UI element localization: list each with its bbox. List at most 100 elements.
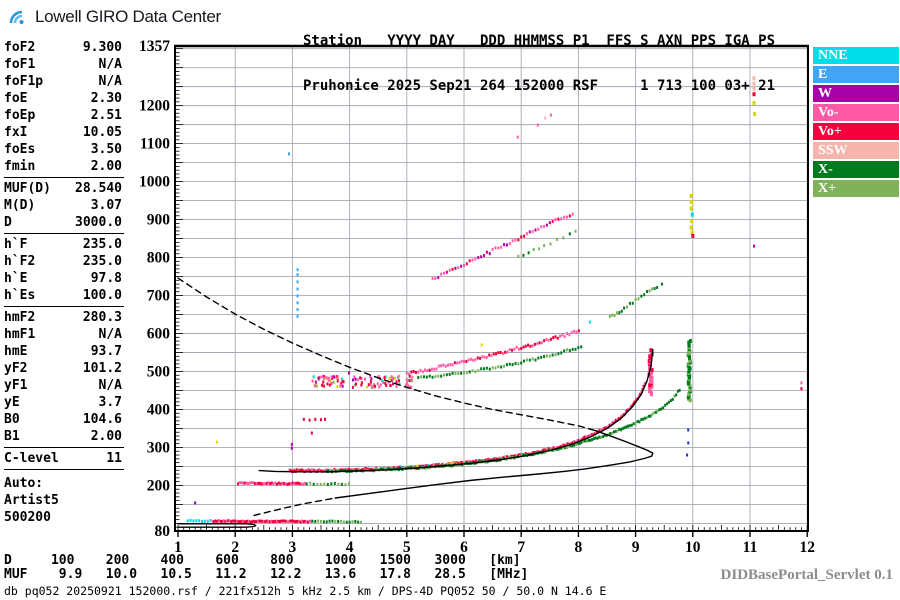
giro-logo: Lowell GIRO Data Center: [8, 5, 221, 29]
parameter-row: fmin 2.00: [4, 158, 122, 175]
legend-item-w: W: [813, 85, 899, 102]
station-header: Station YYYY DAY DDD HHMMSS P1 FFS S AXN…: [303, 4, 775, 109]
legend-item-ssw: SSW: [813, 142, 899, 159]
legend-item-vo-: Vo-: [813, 104, 899, 121]
parameter-label: h`F: [4, 237, 28, 252]
parameter-value: 93.7: [90, 344, 122, 359]
parameter-label: yE: [4, 395, 20, 410]
valley-dashed: [253, 497, 336, 517]
y-tick-label: 500: [147, 363, 171, 380]
x-tick-label: 9: [632, 539, 640, 556]
parameter-value: 3.7: [98, 395, 122, 410]
parameter-group: hmF2 280.3 hmF1 N/A hmE 93.7 yF2 101.2 yF1 N/A yE 3…: [4, 306, 124, 447]
parameter-row: fxI 10.05: [4, 124, 122, 141]
parameter-value: N/A: [98, 57, 122, 72]
x-tick-label: 8: [575, 539, 583, 556]
x-tick-label: 4: [346, 539, 354, 556]
topside-profile-dashed: [177, 277, 597, 432]
legend-item-vo+: Vo+: [813, 123, 899, 140]
parameter-label: M(D): [4, 198, 36, 213]
e-baseline: [177, 523, 257, 528]
parameter-row: h`F2 235.0: [4, 253, 122, 270]
x-tick-label: 7: [517, 539, 525, 556]
parameter-row: h`E 97.8: [4, 270, 122, 287]
parameter-value: 9.300: [82, 40, 122, 55]
muf-row: MUF 9.9 10.0 10.5 11.2 12.2 13.6 17.8 28…: [4, 567, 529, 582]
x-tick-label: 2: [231, 539, 239, 556]
autoscaling-line: Artist5: [4, 493, 59, 508]
parameter-label: fmin: [4, 159, 36, 174]
parameter-label: foE: [4, 91, 28, 106]
parameter-value: 235.0: [82, 237, 122, 252]
giro-wave-icon: [9, 10, 24, 24]
legend-item-x+: X+: [813, 180, 899, 197]
parameter-row: yF1 N/A: [4, 377, 122, 394]
parameter-value: 97.8: [90, 271, 122, 286]
parameter-label: C-level: [4, 451, 59, 466]
parameter-row: foF1p N/A: [4, 73, 122, 90]
parameter-row: foE 2.30: [4, 90, 122, 107]
parameter-label: foF1: [4, 57, 36, 72]
station-header-line1: Station YYYY DAY DDD HHMMSS P1 FFS S AXN…: [303, 33, 776, 49]
y-tick-label: 800: [147, 250, 171, 267]
parameter-value: N/A: [98, 74, 122, 89]
station-header-line2: Pruhonice 2025 Sep21 264 152000 RSF 1 71…: [303, 78, 776, 94]
measurement-info-line: db pq052 20250921 152000.rsf / 221fx512h…: [4, 584, 607, 598]
parameter-row: foF1 N/A: [4, 56, 122, 73]
y-tick-label: 200: [147, 477, 171, 494]
parameter-row: B0 104.6: [4, 411, 122, 428]
distance-row: D 100 200 400 600 800 1000 1500 3000 [km…: [4, 553, 521, 568]
parameter-row: hmE 93.7: [4, 343, 122, 360]
parameter-value: 3.50: [90, 142, 122, 157]
parameter-value: 100.0: [82, 288, 122, 303]
parameter-row: hmF2 280.3: [4, 309, 122, 326]
y-tick-label: 900: [147, 212, 171, 229]
parameter-group: foF2 9.300 foF1 N/A foF1p N/A foE 2.30 foEp 2.51 f…: [4, 37, 124, 177]
parameter-label: foEp: [4, 108, 36, 123]
parameter-label: D: [4, 215, 12, 230]
o-trace-fit: [258, 348, 654, 473]
x-tick-label: 12: [799, 539, 815, 556]
parameter-panel: foF2 9.300 foF1 N/A foF1p N/A foE 2.30 foEp 2.51 f…: [4, 37, 124, 526]
parameter-label: h`Es: [4, 288, 36, 303]
parameter-group: h`F 235.0 h`F2 235.0 h`E 97.8 h`Es 100.0: [4, 233, 124, 306]
parameter-label: yF2: [4, 361, 28, 376]
parameter-label: foEs: [4, 142, 36, 157]
parameter-row: h`F 235.0: [4, 236, 122, 253]
parameter-row: foF2 9.300: [4, 39, 122, 56]
legend-item-nne: NNE: [813, 47, 899, 64]
parameter-label: h`F2: [4, 254, 36, 269]
x-tick-label: 6: [460, 539, 468, 556]
y-tick-label: 1000: [139, 174, 170, 191]
parameter-row: foEs 3.50: [4, 141, 122, 158]
parameter-row: D 3000.0: [4, 214, 122, 231]
x-tick-label: 11: [743, 539, 758, 556]
y-tick-label: 600: [147, 326, 171, 343]
parameter-value: 10.05: [82, 125, 122, 140]
parameter-row: C-level 11: [4, 450, 122, 467]
parameter-value: 280.3: [82, 310, 122, 325]
x-tick-label: 5: [403, 539, 411, 556]
parameter-row: MUF(D) 28.540: [4, 180, 122, 197]
x-tick-label: 3: [289, 539, 297, 556]
parameter-label: foF2: [4, 40, 36, 55]
parameter-label: B0: [4, 412, 20, 427]
parameter-value: N/A: [98, 327, 122, 342]
parameter-value: 2.51: [90, 108, 122, 123]
parameter-value: 235.0: [82, 254, 122, 269]
parameter-label: h`E: [4, 271, 28, 286]
y-tick-label: 80: [155, 523, 171, 540]
parameter-row: B1 2.00: [4, 428, 122, 445]
logo-text: Lowell GIRO Data Center: [35, 7, 221, 26]
parameter-label: hmF1: [4, 327, 36, 342]
parameter-row: yF2 101.2: [4, 360, 122, 377]
parameter-value: 28.540: [75, 181, 122, 196]
parameter-value: 101.2: [82, 361, 122, 376]
parameter-row: foEp 2.51: [4, 107, 122, 124]
y-tick-label: 400: [147, 401, 171, 418]
parameter-label: foF1p: [4, 74, 44, 89]
parameter-label: yF1: [4, 378, 28, 393]
parameter-label: hmE: [4, 344, 28, 359]
legend-item-e: E: [813, 66, 899, 83]
